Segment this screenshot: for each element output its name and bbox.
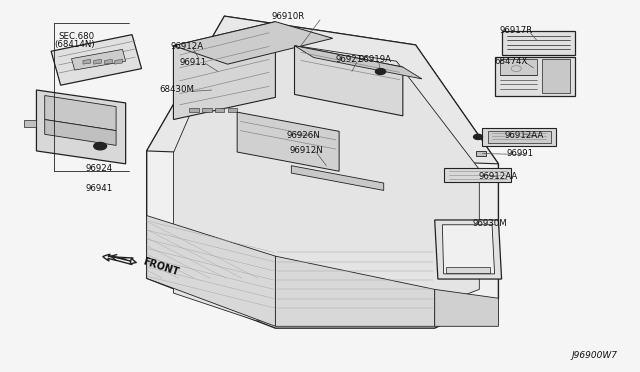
- Polygon shape: [237, 112, 339, 171]
- Polygon shape: [147, 16, 499, 164]
- Text: 96912N: 96912N: [289, 146, 323, 155]
- Polygon shape: [104, 60, 112, 64]
- Polygon shape: [446, 267, 490, 273]
- Polygon shape: [24, 119, 36, 127]
- Polygon shape: [147, 215, 275, 326]
- Text: 96912AA: 96912AA: [478, 172, 517, 181]
- Polygon shape: [215, 108, 225, 112]
- Text: 96911: 96911: [180, 58, 207, 67]
- Circle shape: [474, 134, 483, 140]
- Polygon shape: [541, 60, 570, 93]
- Text: 96912AA: 96912AA: [505, 131, 544, 140]
- Polygon shape: [173, 22, 333, 64]
- Text: 96921: 96921: [336, 55, 363, 64]
- Polygon shape: [442, 225, 495, 274]
- Polygon shape: [275, 256, 435, 326]
- Text: 96924: 96924: [86, 164, 113, 173]
- Text: 96991: 96991: [507, 149, 534, 158]
- Polygon shape: [173, 35, 479, 321]
- Polygon shape: [476, 151, 486, 157]
- Text: 68430M: 68430M: [159, 85, 195, 94]
- Text: 96910R: 96910R: [271, 12, 305, 22]
- Polygon shape: [36, 90, 125, 164]
- Polygon shape: [228, 108, 237, 112]
- Polygon shape: [51, 35, 141, 85]
- Polygon shape: [495, 57, 575, 96]
- Polygon shape: [147, 16, 499, 328]
- Polygon shape: [435, 289, 499, 326]
- Polygon shape: [294, 46, 403, 116]
- Polygon shape: [291, 166, 384, 190]
- Text: 96912A: 96912A: [170, 42, 204, 51]
- Polygon shape: [94, 60, 101, 64]
- Circle shape: [376, 68, 386, 74]
- Polygon shape: [189, 108, 199, 112]
- Polygon shape: [483, 128, 556, 146]
- Text: FRONT: FRONT: [141, 256, 180, 277]
- Text: 96941: 96941: [86, 184, 113, 193]
- Text: J96900W7: J96900W7: [571, 350, 617, 360]
- Polygon shape: [500, 60, 537, 75]
- Polygon shape: [45, 119, 116, 145]
- Text: SEC.680: SEC.680: [59, 32, 95, 41]
- Text: 96917R: 96917R: [500, 26, 533, 35]
- Polygon shape: [115, 60, 122, 64]
- Text: 68474X: 68474X: [494, 57, 527, 66]
- Text: 96930M: 96930M: [473, 219, 508, 228]
- Polygon shape: [502, 31, 575, 55]
- Polygon shape: [83, 60, 91, 64]
- Polygon shape: [202, 108, 212, 112]
- Circle shape: [94, 142, 106, 150]
- Polygon shape: [72, 49, 125, 70]
- Polygon shape: [444, 168, 511, 182]
- Polygon shape: [435, 220, 502, 279]
- Text: 96919A: 96919A: [358, 55, 391, 64]
- Text: (68414N): (68414N): [54, 41, 95, 49]
- Polygon shape: [173, 22, 275, 119]
- Polygon shape: [488, 131, 550, 143]
- Polygon shape: [45, 96, 116, 131]
- Polygon shape: [294, 46, 422, 79]
- Text: 96926N: 96926N: [287, 131, 321, 140]
